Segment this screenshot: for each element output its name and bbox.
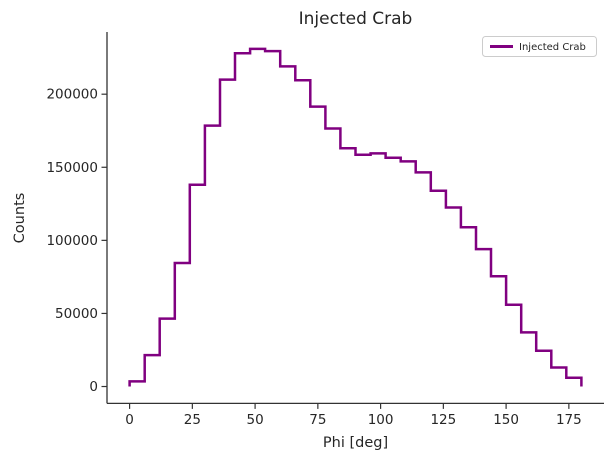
x-tick-label: 25: [184, 412, 201, 428]
x-tick-label: 100: [368, 412, 394, 428]
y-tick-label: 0: [89, 379, 98, 395]
legend-box: [482, 36, 597, 57]
y-axis-label: Counts: [12, 193, 28, 244]
x-tick-label: 0: [125, 412, 134, 428]
x-tick-label: 125: [430, 412, 456, 428]
histogram-step-line: [128, 47, 583, 387]
chart-title: Injected Crab: [299, 9, 413, 29]
x-ticks: 0 25 50 75 100 125 150 175: [125, 403, 582, 428]
x-tick-label: 150: [493, 412, 519, 428]
y-tick-label: 100000: [46, 233, 98, 249]
y-ticks: 0 50000 100000 150000 200000: [46, 87, 107, 395]
axes: 0 25 50 75 100 125 150 175 0 50000 100000 150000 20…: [46, 32, 604, 428]
legend-label: Injected Crab: [519, 42, 586, 53]
y-tick-label: 50000: [55, 306, 98, 322]
x-axis-label: Phi [deg]: [323, 435, 388, 451]
y-tick-label: 150000: [46, 160, 98, 176]
y-tick-label: 200000: [46, 87, 98, 103]
x-tick-label: 75: [309, 412, 326, 428]
x-tick-label: 175: [556, 412, 582, 428]
legend: Injected Crab: [482, 36, 597, 57]
x-tick-label: 50: [247, 412, 264, 428]
